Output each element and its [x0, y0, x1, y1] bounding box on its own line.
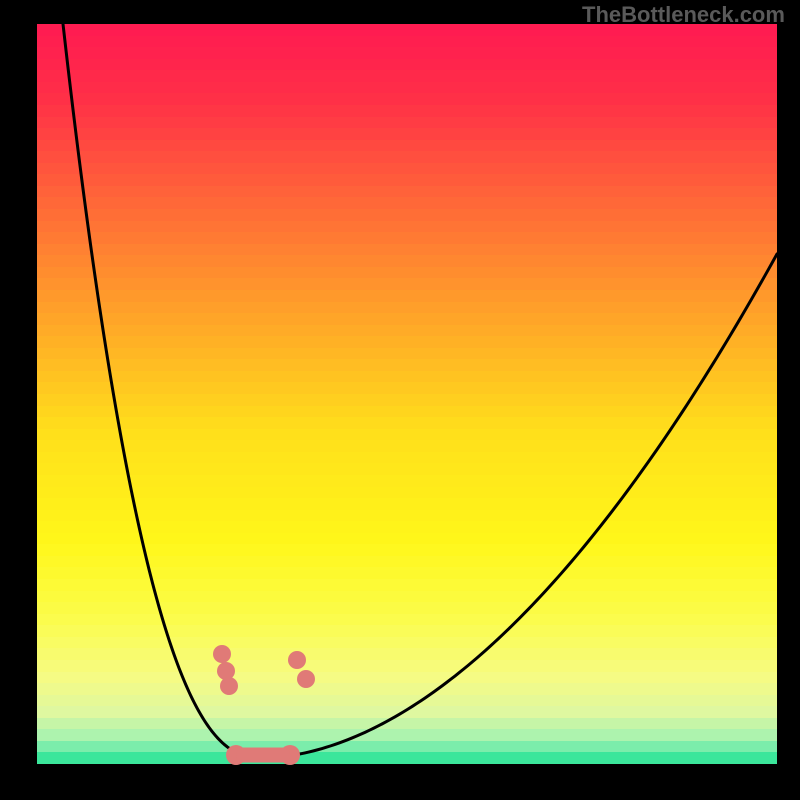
- chart-svg: [0, 0, 800, 800]
- curve-marker: [213, 645, 231, 663]
- curve-marker: [217, 662, 235, 680]
- bottom-bar: [236, 748, 290, 763]
- curve-marker: [220, 677, 238, 695]
- watermark-text: TheBottleneck.com: [582, 2, 785, 28]
- curve-marker: [297, 670, 315, 688]
- curve-marker: [288, 651, 306, 669]
- bottleneck-curve: [63, 24, 777, 758]
